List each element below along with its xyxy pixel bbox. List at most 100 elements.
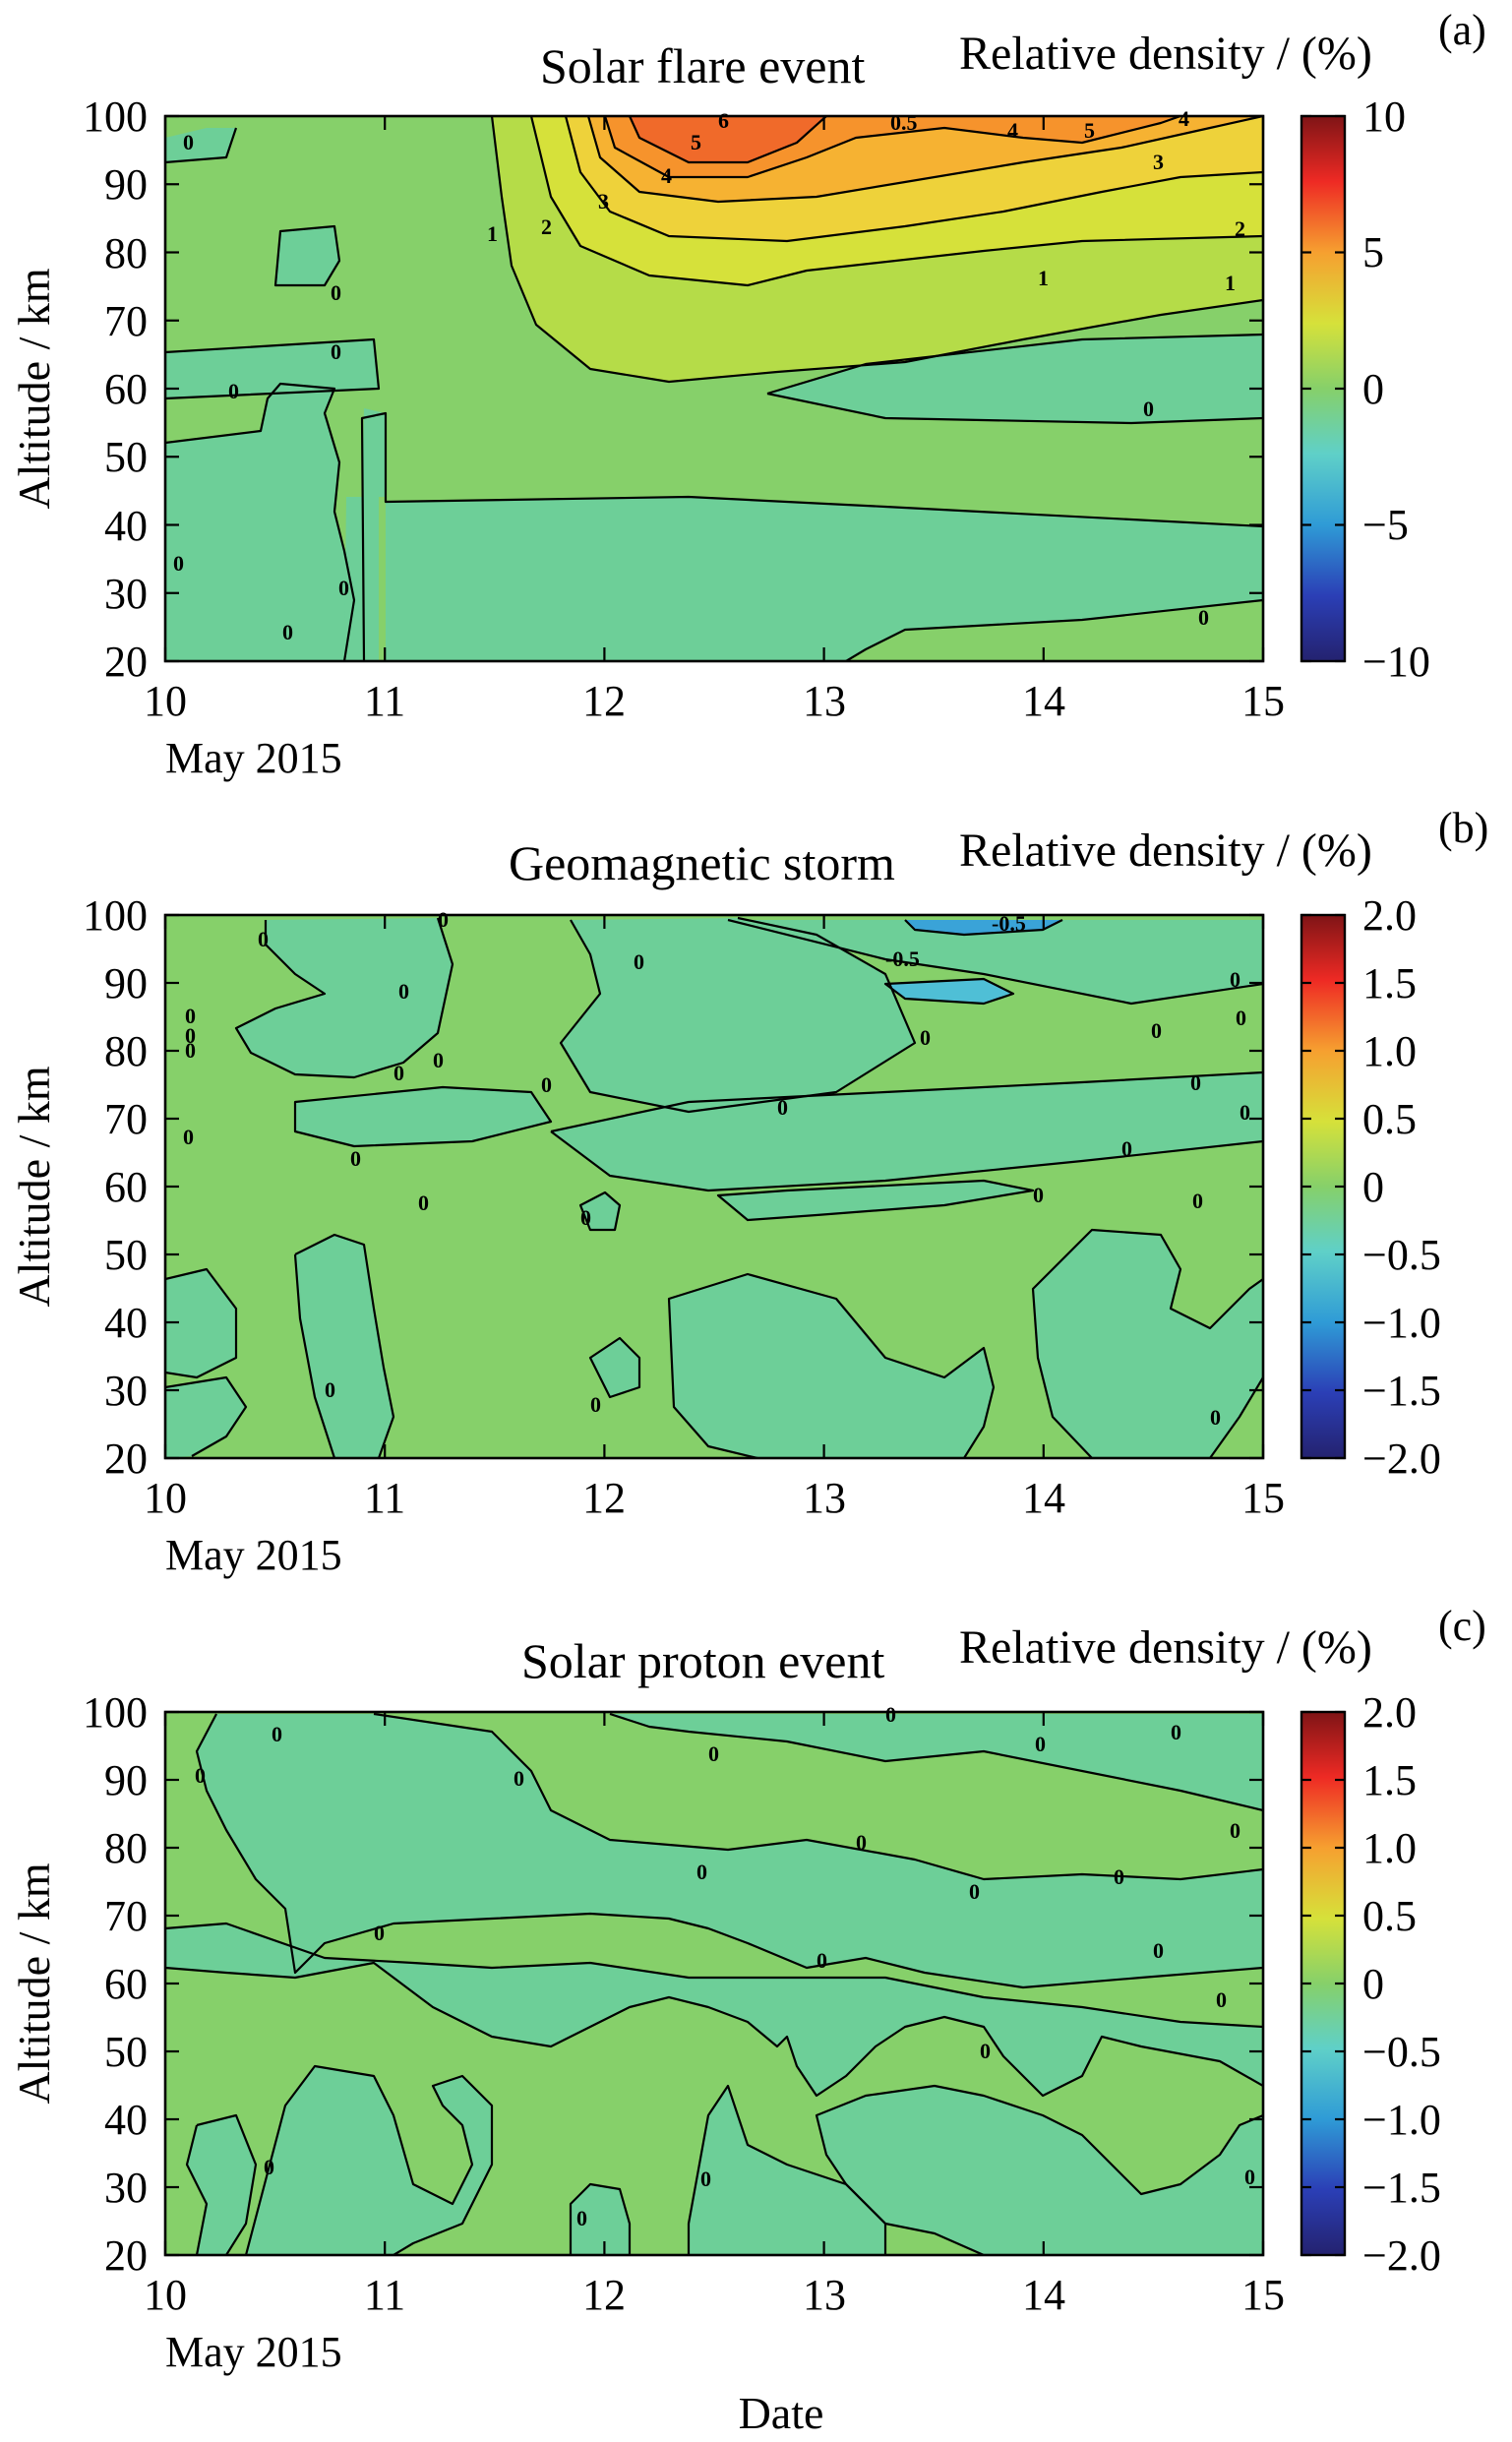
panel-a-region-neg bbox=[275, 226, 339, 285]
panel-b-contour-label: 0 bbox=[1121, 1136, 1132, 1161]
panel-a-region-neg bbox=[767, 335, 1263, 423]
panel-a-x-tick: 12 bbox=[582, 677, 626, 725]
panel-c: Solar proton event Relative density / (%… bbox=[9, 1602, 1486, 2438]
panel-c-contour bbox=[373, 1712, 1263, 1881]
panel-c-y-tick: 90 bbox=[104, 1756, 148, 1804]
panel-a-colorbar-label: Relative density / (%) bbox=[959, 28, 1372, 80]
panel-b-contour-label: 0 bbox=[590, 1392, 601, 1417]
panel-c-contour-labels: 0 0 0 0 0 0 0 0 0 0 0 0 0 0 0 0 0 0 0 0 … bbox=[195, 1702, 1255, 2230]
panel-c-contour-label: 0 bbox=[1230, 1818, 1240, 1843]
panel-a-y-tick: 20 bbox=[104, 638, 148, 686]
panel-b-contour-label: 0 bbox=[418, 1190, 429, 1215]
panel-a-contour-label: 0 bbox=[173, 551, 184, 576]
panel-b-contour bbox=[588, 1336, 641, 1399]
panel-b-contour bbox=[667, 1272, 996, 1458]
panel-a-contour-label: 5 bbox=[1084, 118, 1095, 143]
panel-a-contour-label: 3 bbox=[1153, 150, 1164, 174]
panel-b-region-neg bbox=[236, 918, 453, 1077]
panel-c-contour-label: 0 bbox=[1244, 2165, 1255, 2189]
panel-a-contour-label: 5 bbox=[691, 130, 701, 154]
panel-b-contour-label: -0.5 bbox=[885, 946, 920, 971]
panel-c-contour-label: 0 bbox=[969, 1879, 980, 1904]
panel-a-region-neg bbox=[165, 339, 379, 398]
panel-b-x-sublabel: May 2015 bbox=[165, 1531, 342, 1579]
panel-b-x-tick: 14 bbox=[1022, 1474, 1065, 1522]
panel-a-x-tick: 14 bbox=[1022, 677, 1065, 725]
panel-b-y-tick: 60 bbox=[104, 1163, 148, 1211]
panel-b-contour-label: 0 bbox=[1236, 1006, 1246, 1030]
panel-a-region-neg bbox=[362, 408, 386, 497]
panel-c-contour-label: 0 bbox=[700, 2167, 711, 2191]
panel-b-contour-label: 0 bbox=[1151, 1018, 1162, 1043]
panel-a-contour bbox=[490, 116, 1263, 384]
panel-c-y-tick: 60 bbox=[104, 1960, 148, 2008]
panel-a-contour-label: 1 bbox=[487, 221, 498, 246]
panel-a-contour-label: 0 bbox=[228, 379, 239, 403]
panel-b-contour-label: 0 bbox=[777, 1095, 788, 1120]
panel-c-contour-label: 0 bbox=[856, 1830, 867, 1855]
panel-a-contour-label: 4 bbox=[1007, 118, 1018, 143]
panel-a-contour bbox=[165, 382, 356, 661]
panel-b-contour bbox=[559, 916, 917, 1114]
panel-b-contour-label: 0 bbox=[1033, 1183, 1044, 1207]
panel-c-contour-label: 0 bbox=[1035, 1732, 1046, 1756]
panel-a-x-ticks: 10 11 12 13 14 15 bbox=[144, 677, 1285, 725]
panel-c-region-neg bbox=[610, 1714, 1263, 1810]
panel-b-contour-label: 0 bbox=[1210, 1405, 1221, 1430]
panel-b-x-tick: 15 bbox=[1241, 1474, 1285, 1522]
panel-b-contour-label: 0 bbox=[258, 927, 269, 951]
panel-b-contour-label: 0 bbox=[398, 979, 409, 1004]
panel-b-region-neg bbox=[561, 918, 915, 1112]
panel-c-y-ticks: 20 30 40 50 60 70 80 90 100 bbox=[83, 1688, 148, 2280]
panel-b-colorbar-tick: −0.5 bbox=[1362, 1231, 1441, 1279]
panel-a-colorbar-tick: 10 bbox=[1362, 92, 1406, 141]
panel-a-contour-label: 2 bbox=[541, 214, 552, 239]
panel-a-y-tick: 50 bbox=[104, 433, 148, 481]
panel-c-colorbar-tick: 0.5 bbox=[1362, 1892, 1417, 1940]
panel-b-contour bbox=[578, 1190, 622, 1232]
panel-c-tag: (c) bbox=[1438, 1602, 1486, 1650]
panel-a-contour bbox=[564, 116, 1263, 243]
panel-b-y-tick: 20 bbox=[104, 1435, 148, 1483]
panel-b-y-axis-label: Altitude / km bbox=[9, 1066, 59, 1308]
panel-a-contour bbox=[628, 116, 827, 164]
panel-b-contour-label: 0 bbox=[350, 1146, 361, 1171]
panel-a-contour-label: 0 bbox=[331, 280, 341, 305]
panel-c-region-neg bbox=[571, 2184, 630, 2255]
panel-a-contour-label: 3 bbox=[598, 189, 609, 214]
panel-b-colorbar-tick: −1.5 bbox=[1362, 1367, 1441, 1415]
panel-c-region-neg bbox=[246, 2066, 492, 2255]
panel-b-colorbar-tick: 2.0 bbox=[1362, 891, 1417, 940]
panel-a-colorbar-tick: −5 bbox=[1362, 501, 1409, 549]
panel-b-y-tick: 30 bbox=[104, 1367, 148, 1415]
panel-b-contour-label: 0 bbox=[920, 1025, 931, 1050]
panel-b-region-neg bbox=[580, 1192, 620, 1230]
panel-b-y-tick: 70 bbox=[104, 1095, 148, 1143]
panel-c-contour-label: 0 bbox=[514, 1766, 524, 1791]
panel-b-colorbar-tick: −1.0 bbox=[1362, 1299, 1441, 1347]
panel-a-contour-label: 4 bbox=[661, 163, 672, 188]
panel-a-y-axis-label: Altitude / km bbox=[9, 268, 59, 510]
panel-c-y-tick: 40 bbox=[104, 2096, 148, 2144]
panel-c-contour bbox=[165, 1922, 1263, 2098]
panel-c-x-tick: 12 bbox=[582, 2271, 626, 2319]
panel-a-contour-label: 2 bbox=[1235, 216, 1245, 241]
panel-c-contour-label: 0 bbox=[980, 2039, 991, 2063]
panel-c-contour bbox=[569, 2182, 632, 2255]
panel-b-contour-label: 0 bbox=[580, 1205, 591, 1230]
panel-a-x-tick: 13 bbox=[803, 677, 846, 725]
panel-b-contour-label: 0 bbox=[393, 1061, 404, 1085]
panel-a-y-tick: 70 bbox=[104, 297, 148, 345]
panel-c-y-tick: 80 bbox=[104, 1824, 148, 1872]
panel-a-contour-label: 0 bbox=[282, 620, 293, 644]
panel-a-contour bbox=[586, 116, 1263, 204]
panel-c-contour-label: 0 bbox=[576, 2206, 587, 2230]
panel-c-contour-label: 0 bbox=[374, 1921, 385, 1945]
panel-c-colorbar-tick-marks bbox=[1301, 1710, 1345, 2257]
panel-b-y-ticks: 20 30 40 50 60 70 80 90 100 bbox=[83, 891, 148, 1483]
panel-c-y-tick: 30 bbox=[104, 2164, 148, 2212]
panel-b-tick-marks bbox=[163, 913, 1265, 1460]
panel-b-contour-label: 0 bbox=[185, 1023, 196, 1048]
panel-b: Geomagnetic storm Relative density / (%)… bbox=[9, 804, 1488, 1579]
panel-b-contour-label: 0 bbox=[1190, 1070, 1201, 1095]
